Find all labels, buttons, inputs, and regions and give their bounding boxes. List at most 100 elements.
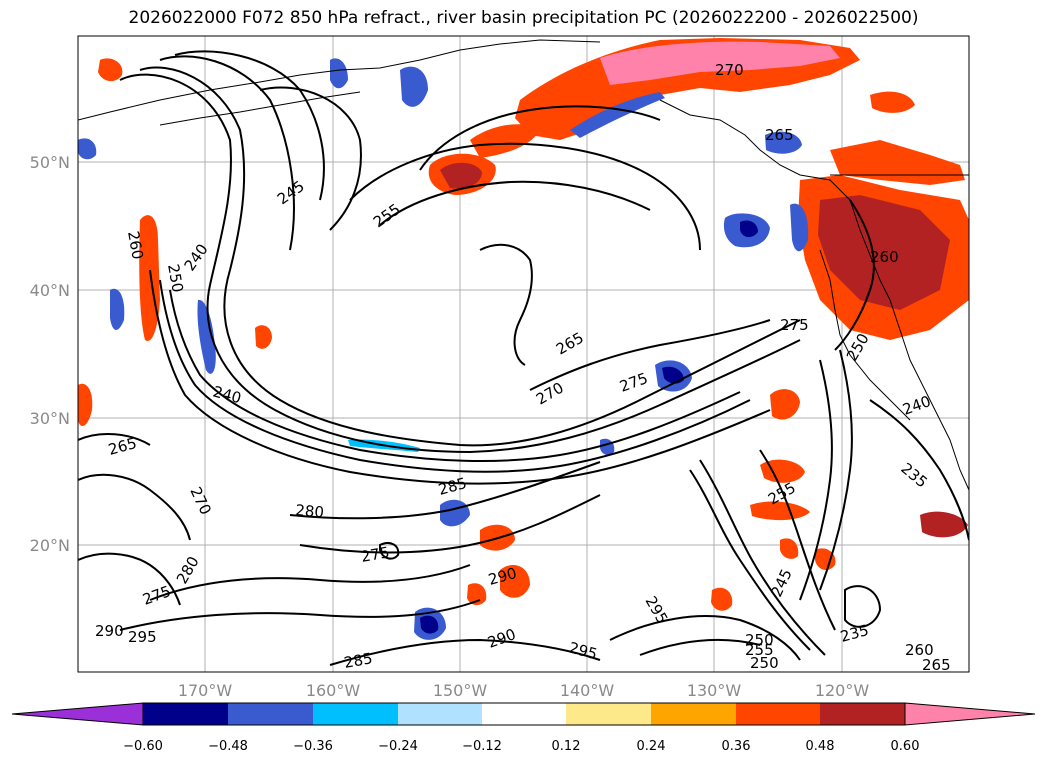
contour-line-2 — [119, 73, 801, 454]
colorbar-bin — [566, 703, 651, 725]
contour-line-25 — [834, 199, 875, 351]
contour-line-11 — [419, 105, 661, 171]
coastline-us-west — [819, 249, 911, 421]
precip-neg-west-2 — [197, 299, 216, 374]
precip-neg-nw-3 — [78, 138, 97, 160]
precip-area-south-4 — [711, 587, 733, 611]
precip-neg-nw-1 — [400, 66, 428, 107]
contour-line-3 — [159, 55, 295, 251]
coastline-alaska — [78, 39, 601, 121]
colorbar: −0.60 −0.48 −0.36 −0.24 −0.12 0.12 0.24 … — [11, 702, 1036, 754]
contour-line-7 — [159, 279, 751, 473]
map-frame — [77, 35, 970, 673]
contour-label: 275 — [360, 543, 391, 566]
contour-line-21 — [799, 359, 833, 601]
contour-label: 260 — [124, 230, 147, 261]
map-title: 2026022000 F072 850 hPa refract., river … — [128, 8, 919, 28]
precip-area-east-5 — [780, 538, 799, 559]
precip-area-east-1 — [770, 389, 800, 420]
colorbar-tick-label: 0.36 — [722, 739, 751, 754]
contour-line-28 — [78, 473, 191, 541]
contour-line-20 — [759, 449, 836, 631]
latitude-labels: 50°N 40°N 30°N 20°N — [30, 153, 70, 555]
contour-line-1 — [139, 66, 801, 447]
contour-line-27 — [639, 638, 761, 656]
precip-area-east-2 — [760, 459, 805, 483]
map-panel: 270 265 245 255 240 250 260 240 265 270 … — [30, 35, 970, 700]
precip-neg-gulf-streak — [570, 92, 665, 138]
precip-area-south-3 — [467, 583, 487, 606]
colorbar-frame — [142, 702, 906, 726]
colorbar-tick-label: −0.24 — [378, 739, 418, 754]
contour-line-15 — [149, 564, 471, 601]
precip-neg-coast-2 — [765, 131, 802, 154]
contour-line-9 — [349, 142, 701, 251]
contour-line-32 — [479, 243, 533, 366]
lon-label-170w: 170°W — [178, 681, 233, 700]
precip-area-nw-1 — [98, 58, 123, 82]
contour-label: 275 — [780, 316, 809, 334]
lat-label-40: 40°N — [30, 281, 70, 300]
contour-label: 260 — [870, 248, 899, 266]
contour-line-18 — [689, 469, 811, 651]
contour-line-12 — [529, 319, 771, 391]
precip-area-east-3 — [750, 501, 810, 521]
precip-area-coast-pnw-core — [818, 195, 950, 310]
contour-label: 255 — [745, 641, 774, 659]
contour-line-30 — [78, 433, 151, 446]
contour-label: 290 — [95, 622, 124, 640]
colorbar-tick-label: −0.48 — [208, 739, 248, 754]
precip-area-north-pacific-core — [440, 162, 482, 189]
contour-line-24 — [869, 399, 969, 541]
coastline-bc — [659, 99, 969, 491]
colorbar-tick-label: −0.12 — [462, 739, 502, 754]
contour-line-31 — [379, 542, 400, 560]
longitude-labels: 170°W 160°W 150°W 140°W 130°W 120°W — [178, 681, 870, 700]
colorbar-tick-label: 0.60 — [891, 739, 920, 754]
contour-line-22 — [819, 349, 853, 591]
contour-line-13 — [289, 461, 601, 520]
colorbar-extend-max — [904, 702, 1036, 726]
contour-label: 250 — [164, 263, 187, 294]
refractivity-contours — [78, 50, 969, 666]
precip-area-east-4 — [815, 548, 836, 571]
colorbar-bin — [482, 703, 566, 725]
contour-label: 295 — [128, 628, 157, 646]
precip-area-gulf-alaska-core — [600, 41, 840, 85]
colorbar-tick-label: 0.24 — [637, 739, 666, 754]
contour-line-19 — [699, 459, 826, 656]
contour-label: 250 — [745, 631, 774, 649]
precip-area-southeast — [920, 511, 968, 538]
graticule — [78, 36, 969, 672]
precip-area-bc-coast — [830, 140, 965, 185]
precip-neg-nw-2 — [330, 58, 348, 89]
precip-area-mid-1 — [255, 325, 272, 349]
lon-label-150w: 150°W — [433, 681, 488, 700]
precip-area-north-band — [470, 124, 540, 158]
precip-neg-coast-1 — [790, 203, 809, 252]
coastline — [78, 39, 969, 491]
contour-line-29 — [78, 552, 181, 606]
colorbar-tick-labels: −0.60 −0.48 −0.36 −0.24 −0.12 0.12 0.24 … — [123, 739, 919, 754]
contour-label: 260 — [905, 641, 934, 659]
precip-neg-mid-1-core — [662, 366, 684, 384]
precip-area-far-ne — [870, 91, 915, 113]
contour-label: 285 — [343, 649, 374, 672]
coastline-aleutians — [159, 91, 361, 126]
lon-label-130w: 130°W — [687, 681, 742, 700]
colorbar-bin — [143, 703, 228, 725]
contour-line-6 — [169, 289, 741, 463]
contour-line-5 — [259, 86, 362, 231]
colorbar-bin — [651, 703, 736, 725]
contour-label: 250 — [750, 654, 779, 672]
contour-line-14 — [299, 494, 601, 554]
contour-line-23 — [844, 585, 882, 628]
contour-line-16 — [119, 599, 481, 631]
colorbar-bin — [228, 703, 313, 725]
contour-label: 265 — [922, 656, 951, 674]
lon-label-120w: 120°W — [815, 681, 870, 700]
lat-label-30: 30°N — [30, 409, 70, 428]
precip-area-west-2 — [78, 383, 93, 426]
precip-neg-mid-3-core — [420, 615, 439, 634]
